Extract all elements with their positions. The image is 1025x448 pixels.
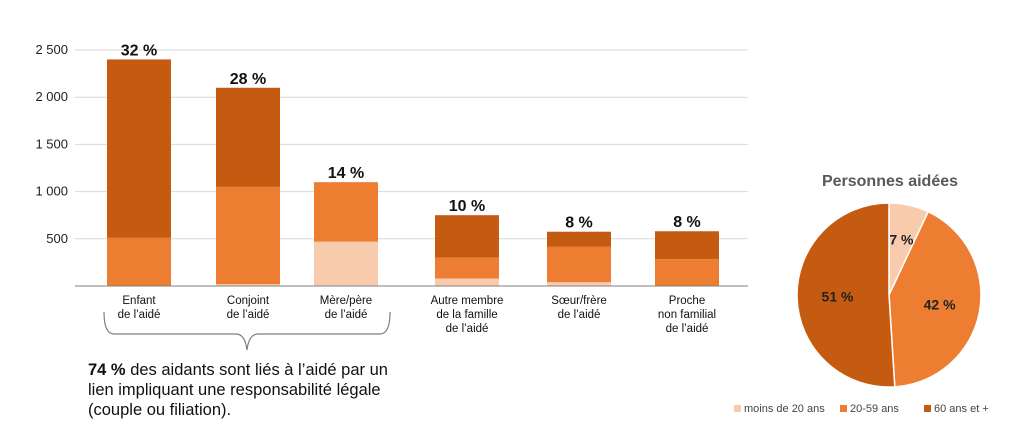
category-label-line: Conjoint bbox=[227, 295, 270, 307]
bar-segment bbox=[435, 278, 499, 286]
bar-segment bbox=[216, 87, 280, 187]
category-label: Mère/père de l’aidé bbox=[320, 295, 372, 321]
category-label-line: de l’aidé bbox=[227, 309, 270, 321]
legend-label: 20-59 ans bbox=[850, 403, 899, 415]
category-label-line: de l’aidé bbox=[118, 309, 161, 321]
legend-label: 60 ans et + bbox=[934, 403, 989, 415]
legend-swatch bbox=[734, 405, 741, 412]
category-label-line: Sœur/frère bbox=[551, 295, 607, 307]
category-label: Proche non familial de l’aidé bbox=[658, 295, 716, 335]
category-label: Autre membre de la famille de l’aidé bbox=[431, 295, 504, 335]
category-label-line: Proche bbox=[669, 295, 705, 307]
pie-slice-labels: 7 % 42 % 51 % bbox=[822, 231, 957, 312]
pie-slice bbox=[888, 210, 982, 388]
pie-slice-label: 51 % bbox=[822, 289, 854, 305]
category-label: Enfant de l’aidé bbox=[118, 295, 161, 321]
y-tick-label: 1 500 bbox=[35, 136, 68, 151]
bar-segment bbox=[314, 241, 378, 286]
bar-segment bbox=[107, 59, 171, 238]
pie-legend: moins de 20 ans 20-59 ans 60 ans et + bbox=[734, 403, 989, 415]
bar-segment bbox=[107, 237, 171, 286]
summary-note-value: 74 % bbox=[88, 361, 126, 379]
category-label-line: de l’aidé bbox=[558, 309, 601, 321]
grouping-brace bbox=[103, 311, 391, 351]
pie-slice-label: 42 % bbox=[924, 297, 956, 313]
bar-segment bbox=[314, 182, 378, 242]
y-axis-ticks: 500 1 000 1 500 2 000 2 500 bbox=[35, 42, 68, 246]
bar-series bbox=[107, 59, 719, 286]
category-label-line: de l’aidé bbox=[446, 323, 489, 335]
category-label: Sœur/frère de l’aidé bbox=[551, 295, 607, 321]
data-labels: 32 % 28 % 14 % 10 % 8 % 8 % bbox=[121, 42, 701, 231]
bar-segment bbox=[655, 231, 719, 260]
pie-chart bbox=[796, 202, 982, 388]
legend-swatch bbox=[840, 405, 847, 412]
summary-note-text: des aidants sont liés à l’aidé par un li… bbox=[88, 361, 388, 419]
y-tick-label: 500 bbox=[46, 231, 68, 246]
pie-slice-label: 7 % bbox=[889, 231, 914, 247]
legend-swatch bbox=[924, 405, 931, 412]
y-tick-label: 2 500 bbox=[35, 42, 68, 57]
bar-data-label: 28 % bbox=[230, 71, 266, 88]
y-tick-label: 1 000 bbox=[35, 184, 68, 199]
bar-segment bbox=[435, 215, 499, 258]
category-label: Conjoint de l’aidé bbox=[227, 295, 270, 321]
category-label-line: de l’aidé bbox=[666, 323, 709, 335]
bar-data-label: 32 % bbox=[121, 42, 157, 59]
bar-segment bbox=[216, 186, 280, 285]
summary-note: 74 % des aidants sont liés à l’aidé par … bbox=[88, 360, 418, 420]
bar-segment bbox=[547, 282, 611, 286]
category-label-line: Mère/père bbox=[320, 295, 372, 307]
category-label-line: de la famille bbox=[436, 309, 497, 321]
bar-segment bbox=[547, 246, 611, 283]
y-tick-label: 2 000 bbox=[35, 89, 68, 104]
pie-slice bbox=[796, 202, 896, 388]
category-label-line: Autre membre bbox=[431, 295, 504, 307]
bar-data-label: 8 % bbox=[565, 215, 593, 232]
bar-segment bbox=[216, 284, 280, 286]
grid-lines bbox=[75, 49, 748, 240]
category-label-line: non familial bbox=[658, 309, 716, 321]
legend-label: moins de 20 ans bbox=[744, 403, 825, 415]
category-label-line: Enfant bbox=[122, 295, 156, 307]
pie-title: Personnes aidées bbox=[822, 173, 958, 190]
bar-segment bbox=[547, 231, 611, 247]
category-label-line: de l’aidé bbox=[325, 309, 368, 321]
bar-data-label: 8 % bbox=[673, 214, 701, 231]
bar-data-label: 10 % bbox=[449, 198, 485, 215]
bar-data-label: 14 % bbox=[328, 165, 364, 182]
bar-segment bbox=[435, 257, 499, 279]
bar-segment bbox=[655, 259, 719, 286]
